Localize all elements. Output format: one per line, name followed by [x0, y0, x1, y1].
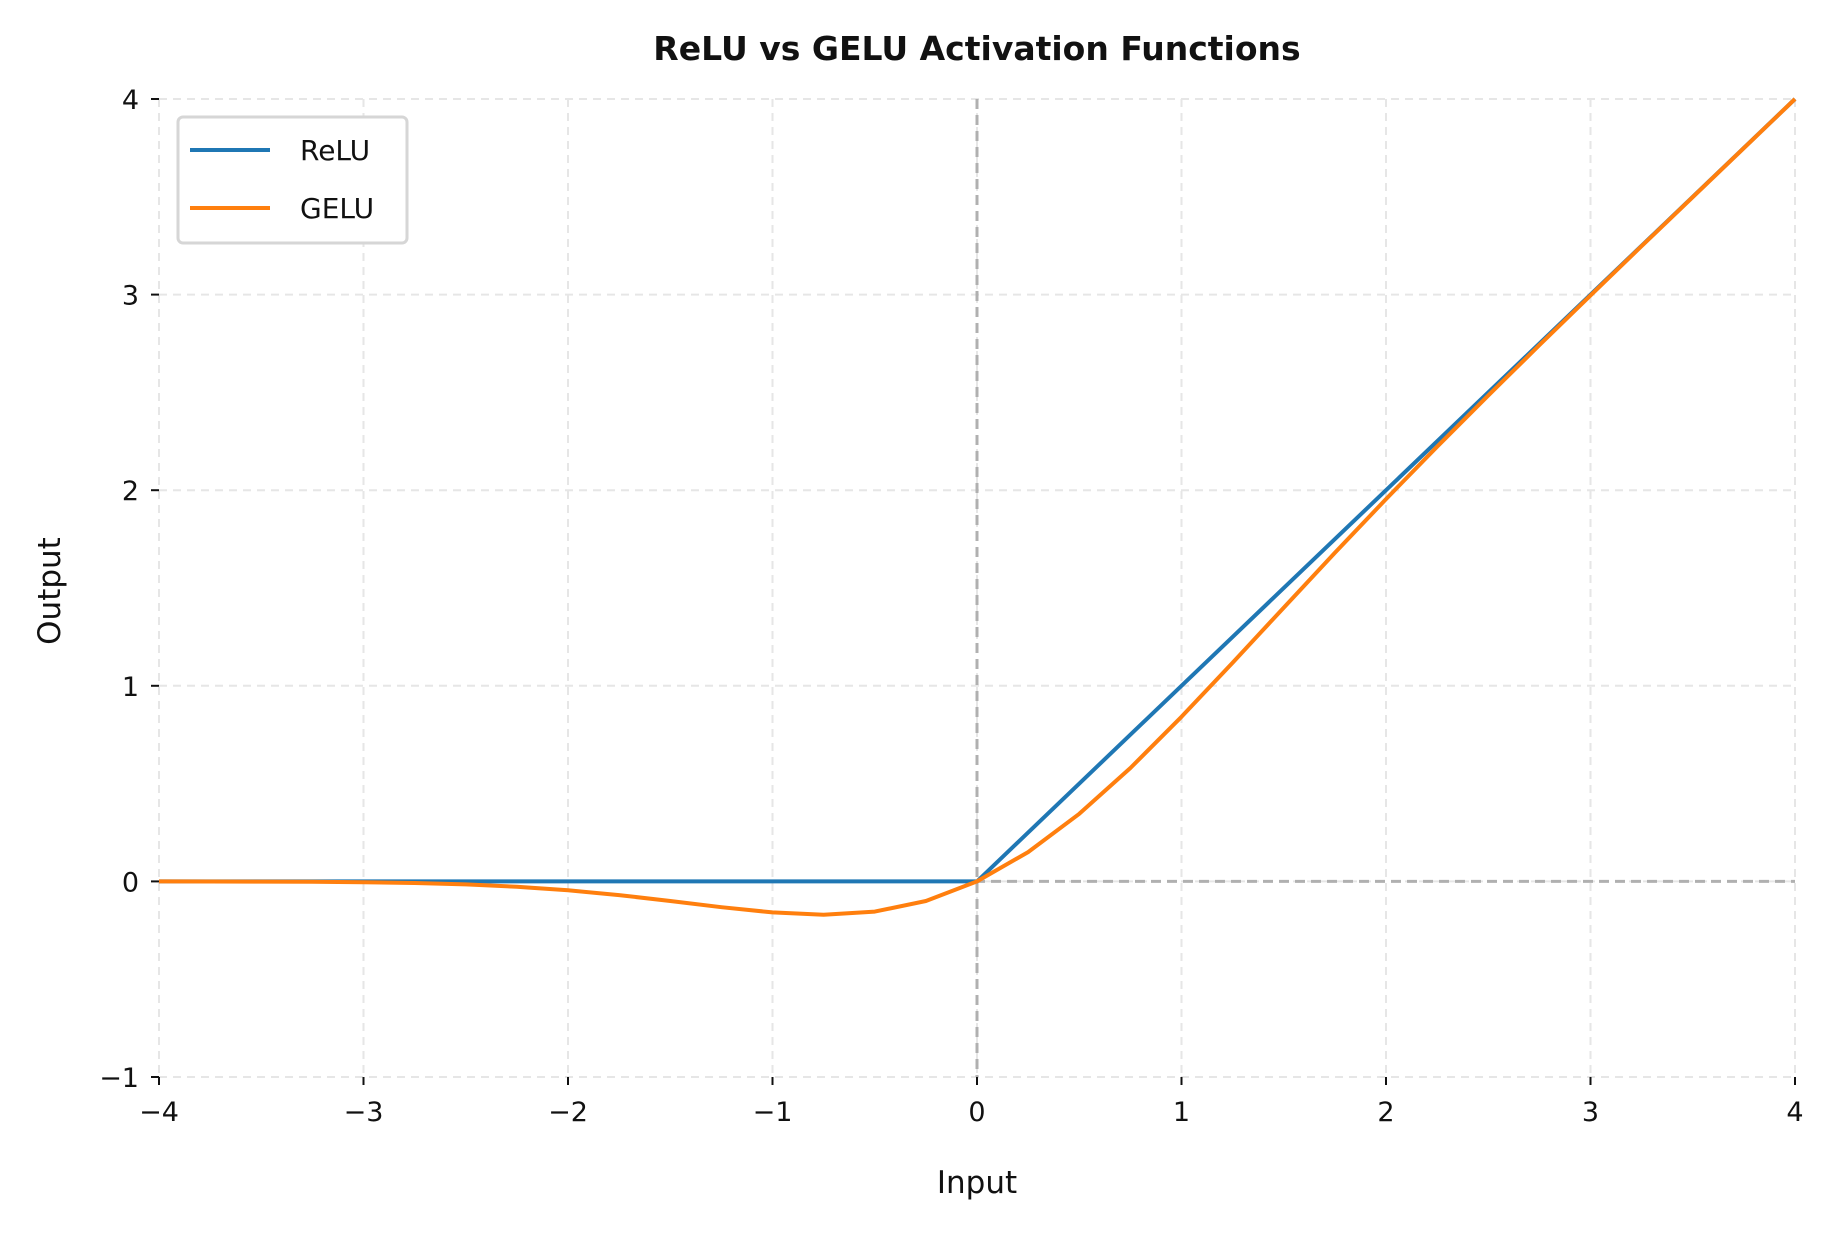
- y-tick-label: 3: [122, 281, 139, 312]
- x-tick-label: 2: [1377, 1097, 1394, 1128]
- x-tick-label: 0: [968, 1097, 985, 1128]
- legend: ReLU GELU: [176, 115, 409, 245]
- x-tick-label: 4: [1786, 1097, 1803, 1128]
- x-tick-label: −1: [753, 1097, 793, 1128]
- y-axis-label: Output: [32, 537, 68, 645]
- x-tick-label: −2: [548, 1097, 588, 1128]
- y-tick-label: −1: [99, 1063, 139, 1094]
- x-axis-label: Input: [937, 1165, 1017, 1201]
- chart-title: ReLU vs GELU Activation Functions: [653, 29, 1300, 68]
- series-lines: [158, 97, 1797, 917]
- x-tick-label: 1: [1173, 1097, 1190, 1128]
- axis-ticks: −4 −3 −2 −1 0 1 2 3 4 −1 0 1 2 3 4: [99, 85, 1803, 1128]
- x-tick-label: 3: [1582, 1097, 1599, 1128]
- y-tick-label: 4: [122, 85, 139, 116]
- y-tick-label: 2: [122, 476, 139, 507]
- y-tick-label: 0: [122, 867, 139, 898]
- series-line-gelu: [158, 97, 1797, 917]
- x-tick-label: −3: [344, 1097, 384, 1128]
- y-tick-label: 1: [122, 672, 139, 703]
- legend-label-relu: ReLU: [300, 134, 370, 167]
- x-tick-label: −4: [139, 1097, 179, 1128]
- legend-label-gelu: GELU: [300, 192, 374, 225]
